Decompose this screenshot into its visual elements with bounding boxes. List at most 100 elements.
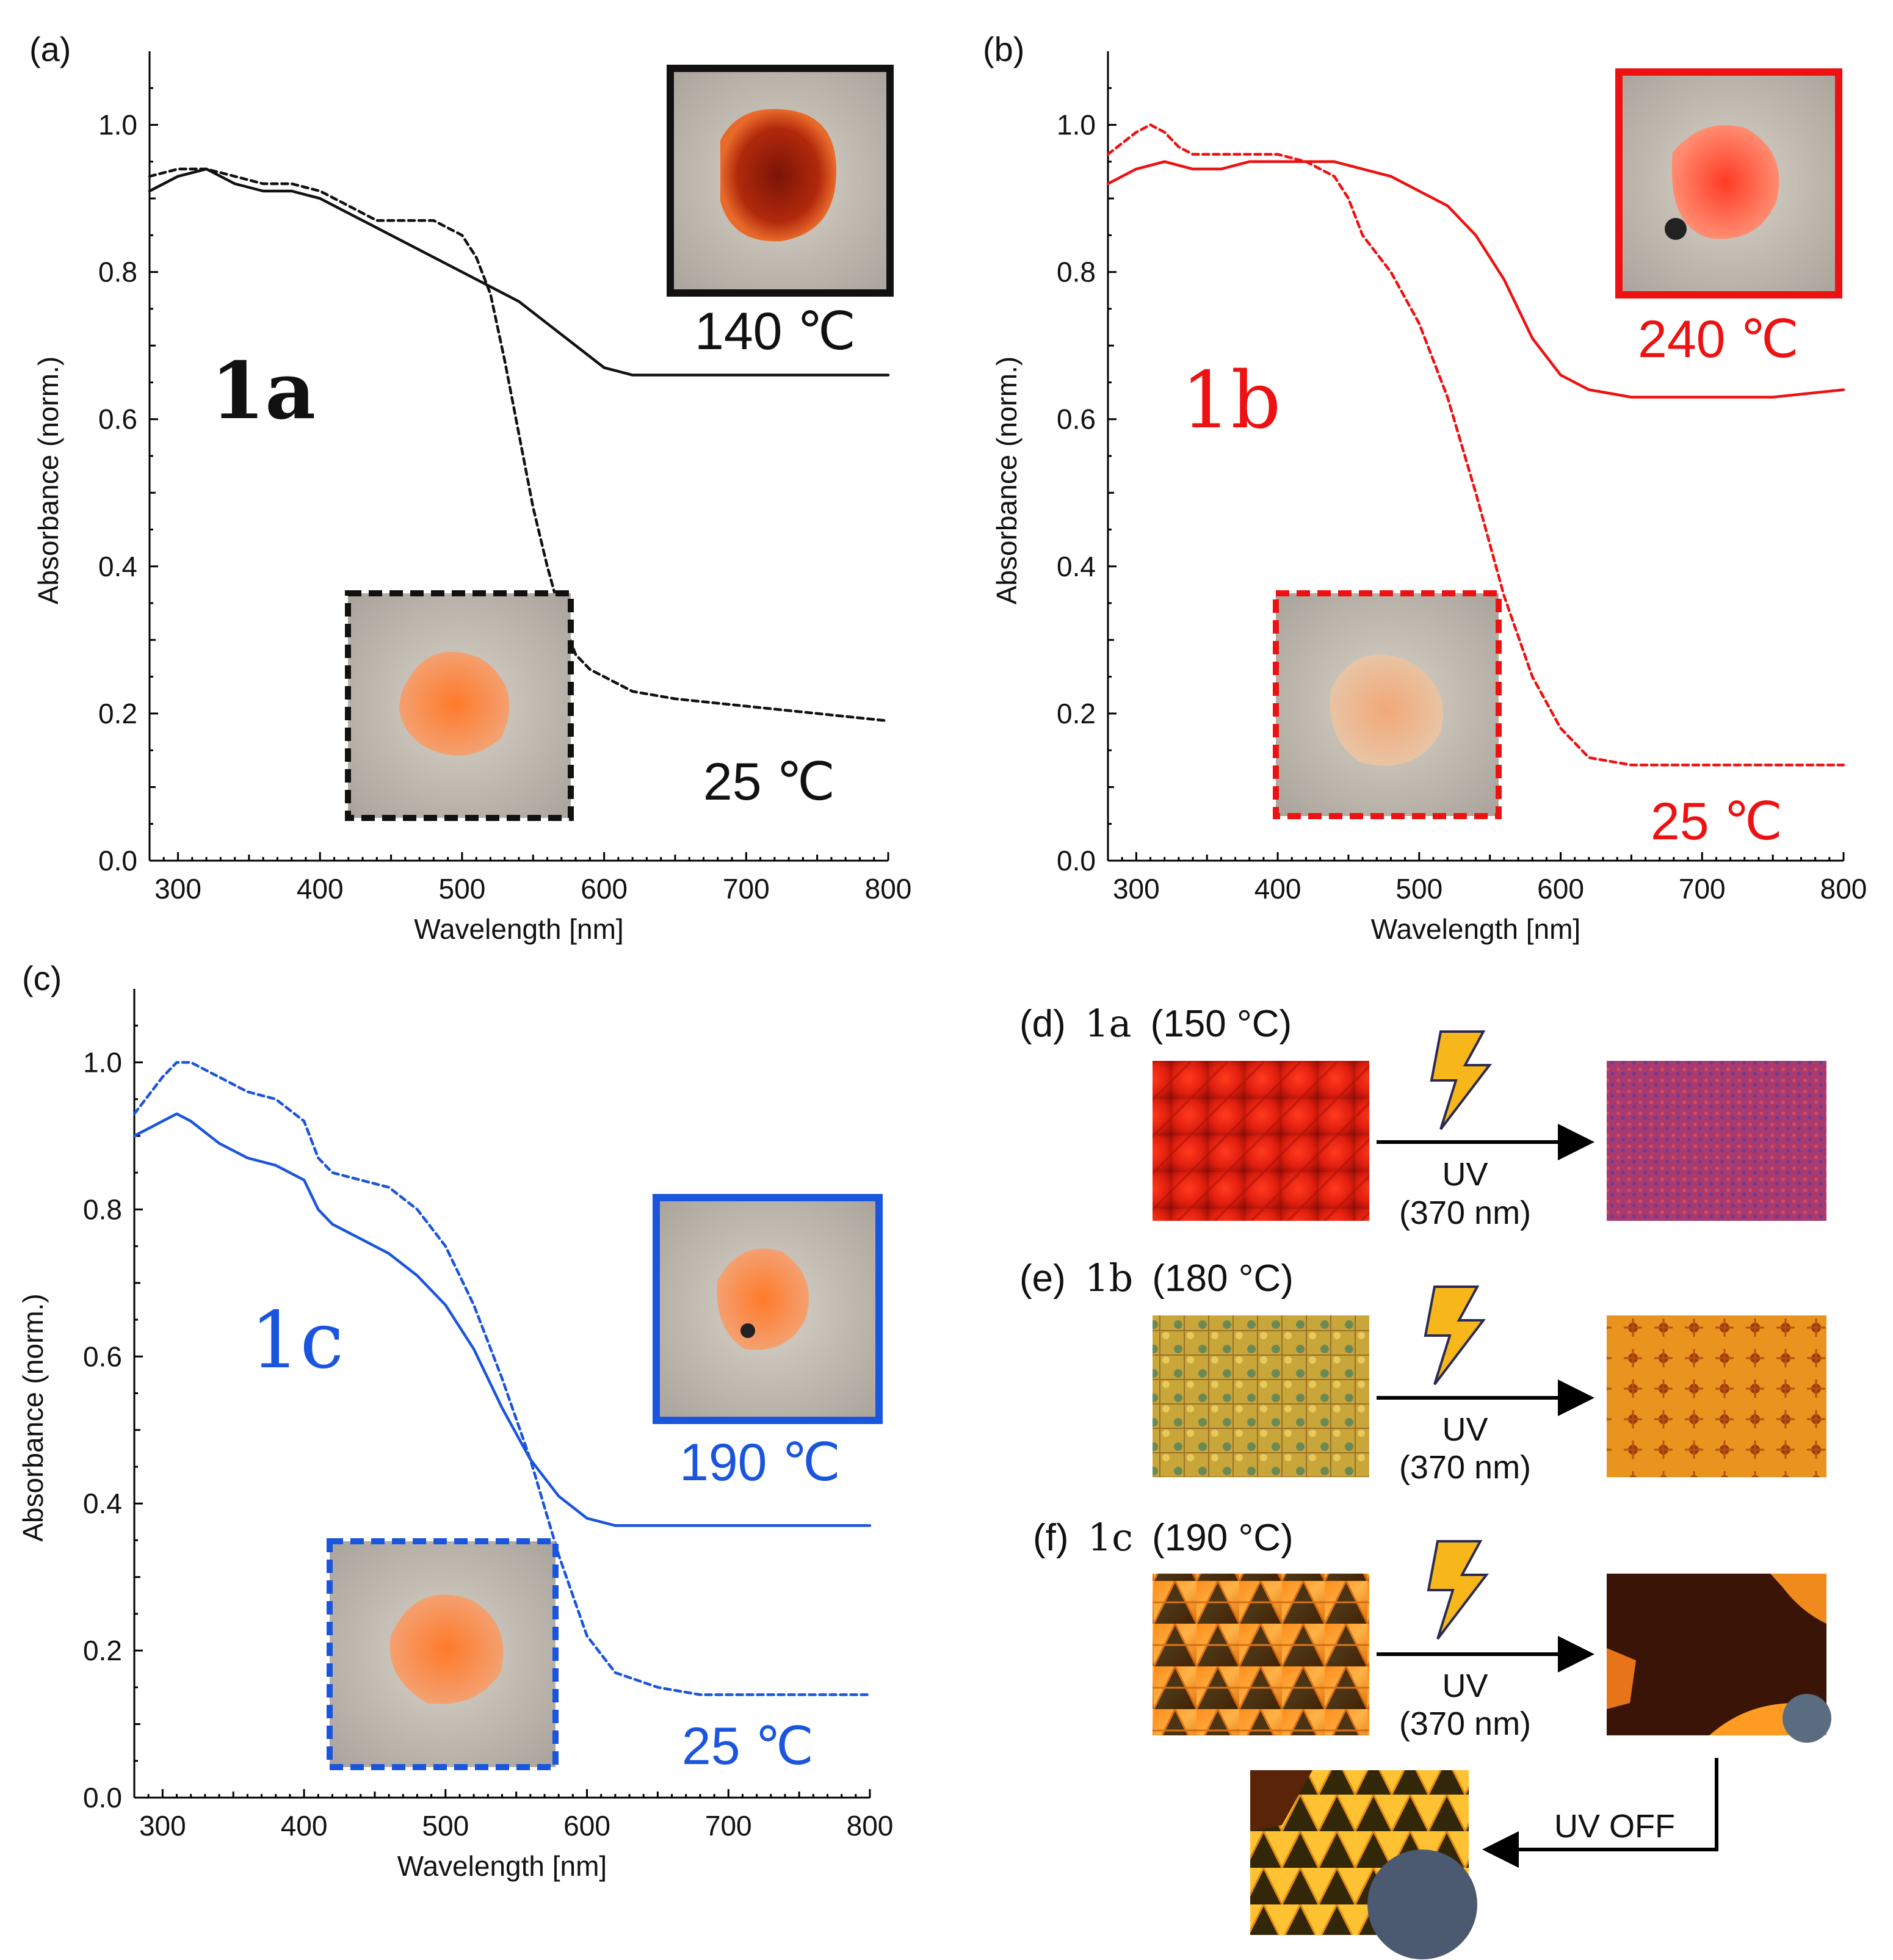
micrograph-f-after — [1607, 1574, 1831, 1743]
y-tick-label: 1.0 — [98, 109, 137, 141]
micrograph-row-f: (f) 1c (190 °C) UV (370 nm) — [1033, 1515, 1831, 1959]
chart-panel-a: (a) 300 400 500 600 700 800 0.0 0.2 0.4 0.6 0.8 1.0… — [29, 30, 911, 945]
photo-cold-c — [327, 1538, 559, 1770]
x-tick-label: 700 — [723, 873, 770, 905]
compound-label-b: 1b — [1181, 355, 1281, 446]
x-tick-label: 400 — [297, 873, 344, 905]
y-tick-label: 0.4 — [1057, 551, 1096, 582]
y-tick-label: 0.6 — [83, 1340, 122, 1372]
photo-caption-cold-c: 25 ℃ — [682, 1717, 814, 1776]
micrograph-e-before — [1153, 1315, 1369, 1477]
plot-area-c: 300 400 500 600 700 800 0.0 0.2 0.4 0.6 0.8 1.0 Wave… — [17, 989, 893, 1882]
micrograph-compound-e: 1b — [1085, 1256, 1133, 1300]
micrograph-panel-letter-e: (e) — [1019, 1257, 1066, 1300]
y-tick-label: 1.0 — [83, 1046, 122, 1078]
x-tick-label: 300 — [139, 1810, 186, 1842]
micrograph-compound-f: 1c — [1088, 1515, 1133, 1560]
micrograph-row-d: (d) 1a (150 °C) UV (370 nm) — [1019, 1001, 1826, 1231]
photo-caption-hot-c: 190 ℃ — [679, 1433, 841, 1492]
x-tick-label: 800 — [847, 1810, 894, 1842]
panel-letter-c: (c) — [22, 959, 62, 997]
x-tick-label: 600 — [563, 1810, 610, 1842]
y-tick-label: 0.2 — [1057, 698, 1096, 729]
y-tick-label: 0.0 — [1057, 845, 1096, 877]
lightning-icon — [1430, 1030, 1493, 1130]
x-tick-label: 400 — [281, 1810, 328, 1842]
series-line-25c — [1106, 123, 1845, 767]
micrograph-e-after — [1607, 1315, 1826, 1477]
uv-wavelength-f: (370 nm) — [1399, 1705, 1531, 1742]
panel-letter-b: (b) — [983, 30, 1024, 68]
photo-hot-b — [1615, 68, 1842, 298]
micrograph-temp-e: (180 °C) — [1152, 1257, 1294, 1300]
plot-area-b: 300 400 500 600 700 800 0.0 0.2 0.4 0.6 0.8 1.0 Wave… — [991, 51, 1867, 945]
y-tick-label: 0.6 — [98, 403, 137, 435]
chart-panel-c: (c) 300 400 500 600 700 800 0.0 0.2 0.4 0.6 0.8 1.0… — [17, 959, 893, 1882]
lightning-icon — [1427, 1540, 1489, 1640]
x-tick-label: 300 — [1113, 873, 1160, 905]
micrograph-panel-letter-f: (f) — [1033, 1517, 1069, 1559]
x-axis-title: Wavelength [nm] — [397, 1850, 607, 1882]
photo-cold-a — [345, 590, 574, 821]
x-tick-label: 700 — [1679, 873, 1726, 905]
series-line-25c — [132, 1061, 872, 1696]
micrograph-f-off — [1250, 1770, 1477, 1959]
uv-off-label: UV OFF — [1554, 1808, 1675, 1845]
x-axis-title: Wavelength [nm] — [1371, 913, 1580, 945]
uv-label-d: UV — [1442, 1156, 1488, 1193]
x-tick-label: 600 — [1537, 873, 1584, 905]
y-tick-label: 0.6 — [1057, 403, 1096, 435]
uv-off-arrow — [1482, 1758, 1718, 1868]
y-tick-label: 0.2 — [83, 1635, 122, 1666]
y-tick-label: 1.0 — [1057, 109, 1096, 141]
micrograph-temp-f: (190 °C) — [1152, 1517, 1294, 1559]
compound-label-c: 1c — [250, 1295, 344, 1386]
x-tick-label: 700 — [705, 1810, 752, 1842]
y-axis-title: Absorbance (norm.) — [991, 356, 1023, 605]
x-tick-label: 600 — [581, 873, 628, 905]
x-tick-label: 500 — [422, 1810, 469, 1842]
photo-cold-b — [1273, 590, 1502, 819]
series-line-heated — [132, 1112, 872, 1527]
photo-caption-cold-b: 25 ℃ — [1651, 792, 1783, 851]
uv-wavelength-e: (370 nm) — [1399, 1449, 1531, 1486]
svg-text:(e) 1b (180 °C: (e) 1b (180 °C) — [1019, 1256, 1294, 1300]
micrograph-panel-letter-d: (d) — [1019, 1003, 1066, 1045]
series-line-heated — [148, 167, 890, 377]
y-tick-label: 0.2 — [98, 698, 137, 729]
plot-area-a: 300 400 500 600 700 800 0.0 0.2 0.4 0.6 0.8 1.0 Wave… — [32, 51, 911, 945]
photo-caption-hot-a: 140 ℃ — [695, 302, 856, 361]
x-tick-label: 500 — [439, 873, 486, 905]
micrograph-compound-d: 1a — [1085, 1001, 1131, 1046]
svg-text:(d) 1a (150 °C: (d) 1a (150 °C) — [1019, 1001, 1292, 1046]
uv-label-e: UV — [1442, 1411, 1488, 1448]
svg-text:(f) 1c (190 °C: (f) 1c (190 °C) — [1033, 1515, 1294, 1560]
panel-letter-a: (a) — [29, 30, 71, 68]
uv-label-f: UV — [1442, 1668, 1488, 1704]
x-axis-title: Wavelength [nm] — [414, 913, 623, 945]
photo-caption-cold-a: 25 ℃ — [703, 753, 835, 811]
y-tick-label: 0.8 — [83, 1193, 122, 1225]
photo-hot-a — [667, 65, 894, 297]
compound-label-a: 1a — [211, 345, 316, 437]
x-tick-label: 300 — [154, 873, 201, 905]
x-tick-label: 800 — [1820, 873, 1867, 905]
chart-panel-b: (b) 300 400 500 600 700 800 0.0 0.2 0.4 0.6 0.8 1.0… — [983, 30, 1867, 945]
micrograph-d-before — [1153, 1061, 1369, 1221]
y-axis-title: Absorbance (norm.) — [17, 1293, 49, 1542]
micrograph-temp-d: (150 °C) — [1151, 1003, 1292, 1045]
series-line-25c — [148, 167, 890, 723]
photo-hot-c — [653, 1194, 883, 1424]
x-tick-label: 800 — [865, 873, 912, 905]
micrograph-f-before — [1153, 1574, 1369, 1735]
y-tick-label: 0.0 — [98, 845, 137, 877]
photo-caption-hot-b: 240 ℃ — [1638, 310, 1799, 369]
micrograph-row-e: (e) 1b (180 °C) UV (370 nm) — [1019, 1256, 1826, 1486]
micrograph-d-after — [1607, 1061, 1826, 1221]
micrograph-panels: (d) 1a (150 °C) UV (370 nm) (e) 1b (180 … — [1019, 1001, 1831, 1959]
lightning-icon — [1424, 1286, 1486, 1386]
y-tick-label: 0.0 — [83, 1782, 122, 1814]
y-tick-label: 0.8 — [98, 256, 137, 288]
y-tick-label: 0.8 — [1057, 256, 1096, 288]
